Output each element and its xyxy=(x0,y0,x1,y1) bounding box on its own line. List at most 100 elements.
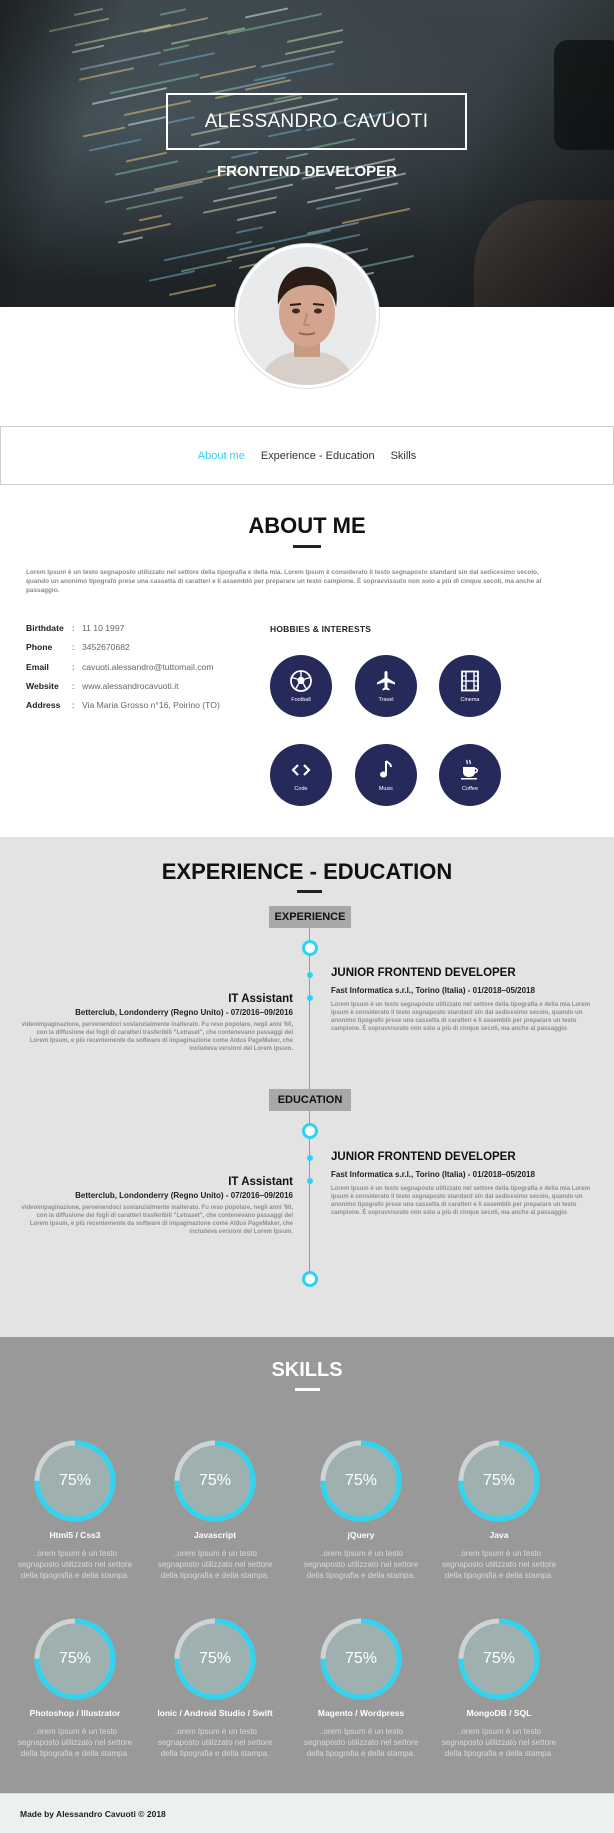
hobby-music: Music xyxy=(355,744,417,806)
education-label: EDUCATION xyxy=(269,1089,351,1111)
skill-name: Ionic / Android Studio / Swift xyxy=(157,1708,273,1718)
job-title: IT Assistant xyxy=(228,993,293,1005)
hobby-cinema: Cinema xyxy=(439,655,501,717)
profile-name: ALESSANDRO CAVUOTI xyxy=(204,110,429,132)
job-company: Betterclub, Londonderry (Regno Unito) - … xyxy=(75,1008,293,1017)
hobby-label: Travel xyxy=(378,697,394,703)
skills-title: SKILLS xyxy=(271,1359,343,1381)
job-company: Fast Informatica s.r.l., Torino (Italia)… xyxy=(331,1170,535,1179)
info-separator: : xyxy=(72,681,75,691)
skill-card: 75% MongoDB / SQL ..orem Ipsum è un testo … xyxy=(429,1617,569,1759)
nav-link-skills[interactable]: Skills xyxy=(390,449,417,462)
skill-name: MongoDB / SQL xyxy=(466,1708,532,1718)
skill-card: 75% Magento / Wordpress ..orem Ipsum è un … xyxy=(291,1617,431,1759)
skills-title-underline xyxy=(295,1388,320,1391)
skill-percent: 75% xyxy=(344,1650,378,1667)
info-value: Via Maria Grosso n°16, Poirino (TO) xyxy=(82,700,220,710)
profile-role: FRONTEND DEVELOPER xyxy=(216,163,397,180)
skill-description: ..orem Ipsum è un testo segnaposto utili… xyxy=(441,1727,557,1758)
hobby-code: Code xyxy=(270,744,332,806)
skill-progress-ring: 75% xyxy=(33,1439,117,1523)
skill-name: Html5 / Css3 xyxy=(49,1530,101,1540)
job-company: Betterclub, Londonderry (Regno Unito) - … xyxy=(75,1191,293,1200)
info-label: Birthdate xyxy=(26,623,64,633)
info-label: Address xyxy=(26,700,61,710)
skill-progress-ring: 75% xyxy=(33,1617,117,1701)
about-title-underline xyxy=(293,545,321,548)
info-value[interactable]: cavuoti.alessandro@tuttomail.com xyxy=(82,662,214,672)
timeline-marker xyxy=(302,1123,318,1139)
experience-label: EXPERIENCE xyxy=(269,906,351,928)
nav-link-about[interactable]: About me xyxy=(197,449,245,462)
skill-name: Java xyxy=(489,1530,509,1540)
hobby-label: Coffee xyxy=(461,786,479,792)
timeline-dot xyxy=(307,995,313,1001)
skill-description: ..orem Ipsum è un testo segnaposto utili… xyxy=(17,1549,133,1580)
avatar xyxy=(235,244,379,388)
nav-link-experience[interactable]: Experience - Education xyxy=(260,449,375,462)
skill-card: 75% jQuery ..orem Ipsum è un testo segnapo… xyxy=(291,1439,431,1581)
hero-banner: ALESSANDRO CAVUOTI FRONTEND DEVELOPER xyxy=(0,0,614,307)
info-value: 11 10 1997 xyxy=(82,623,125,633)
info-value: 3452670682 xyxy=(82,642,130,652)
info-row-website: Website : www.alessandrocavuoti.it xyxy=(26,681,266,700)
timeline-dot xyxy=(307,1178,313,1184)
skill-description: ..orem Ipsum è un testo segnaposto utili… xyxy=(303,1549,419,1580)
skill-description: ..orem Ipsum è un testo segnaposto utili… xyxy=(17,1727,133,1758)
skill-ring-graphic xyxy=(34,1440,116,1522)
skill-card: 75% Java ..orem Ipsum è un testo segnapost… xyxy=(429,1439,569,1581)
timeline-line xyxy=(309,913,310,1118)
about-text: Lorem Ipsum è un testo segnaposto utiliz… xyxy=(26,569,542,594)
skill-ring-graphic xyxy=(320,1618,402,1700)
info-separator: : xyxy=(72,700,75,710)
skill-ring-graphic xyxy=(174,1618,256,1700)
info-row-email: Email : cavuoti.alessandro@tuttomail.com xyxy=(26,662,266,681)
job-description: Lorem Ipsum è un testo segnaposto utiliz… xyxy=(331,1002,591,1032)
skill-percent: 75% xyxy=(482,1472,516,1489)
skill-progress-ring: 75% xyxy=(319,1617,403,1701)
timeline-end-marker xyxy=(302,1271,318,1287)
skill-percent: 75% xyxy=(344,1472,378,1489)
education-entry-right: JUNIOR FRONTEND DEVELOPER Fast Informati… xyxy=(331,1151,601,1217)
footer-credit: Made by Alessandro Cavuoti © 2018 xyxy=(20,1808,166,1819)
skill-percent: 75% xyxy=(198,1472,232,1489)
info-row-address: Address : Via Maria Grosso n°16, Poirino… xyxy=(26,700,266,719)
skill-description: ..orem Ipsum è un testo segnaposto utili… xyxy=(157,1549,273,1580)
skill-ring-graphic xyxy=(458,1618,540,1700)
airplane-icon xyxy=(377,671,395,691)
skill-description: ..orem Ipsum è un testo segnaposto utili… xyxy=(441,1549,557,1580)
experience-entry-right: JUNIOR FRONTEND DEVELOPER Fast Informati… xyxy=(331,967,601,1033)
info-label: Phone xyxy=(26,642,53,652)
job-title: JUNIOR FRONTEND DEVELOPER xyxy=(331,1151,516,1163)
footer: Made by Alessandro Cavuoti © 2018 xyxy=(0,1793,614,1833)
music-note-icon xyxy=(380,760,392,778)
skill-name: Magento / Wordpress xyxy=(317,1708,405,1718)
code-icon xyxy=(291,764,311,776)
info-value[interactable]: www.alessandrocavuoti.it xyxy=(82,681,179,691)
timeline-dot xyxy=(307,1155,313,1161)
skill-percent: 75% xyxy=(482,1650,516,1667)
job-company: Fast Informatica s.r.l., Torino (Italia)… xyxy=(331,986,535,995)
info-separator: : xyxy=(72,642,75,652)
job-title: JUNIOR FRONTEND DEVELOPER xyxy=(331,967,516,979)
film-icon xyxy=(461,670,479,692)
skills-section: SKILLS 75% Html5 / Css3 ..orem Ipsum è un … xyxy=(0,1337,614,1793)
football-icon xyxy=(290,670,312,692)
hobby-label: Football xyxy=(291,697,311,703)
skill-percent: 75% xyxy=(198,1650,232,1667)
skill-ring-graphic xyxy=(174,1440,256,1522)
coffee-cup-icon xyxy=(461,759,478,780)
job-description: videoimpaginazione, pervenendoci sostanz… xyxy=(21,1205,294,1235)
info-label: Email xyxy=(26,662,49,672)
hobby-coffee: Coffee xyxy=(439,744,501,806)
name-box: ALESSANDRO CAVUOTI xyxy=(166,93,467,150)
skill-name: Photoshop / Illustrator xyxy=(29,1708,121,1718)
job-description: Lorem Ipsum è un testo segnaposto utiliz… xyxy=(331,1186,591,1216)
skill-card: 75% Photoshop / Illustrator ..orem Ipsum è… xyxy=(5,1617,145,1759)
skill-percent: 75% xyxy=(58,1472,92,1489)
skill-description: ..orem Ipsum è un testo segnaposto utili… xyxy=(303,1727,419,1758)
skill-progress-ring: 75% xyxy=(173,1617,257,1701)
info-row-phone: Phone : 3452670682 xyxy=(26,642,266,661)
main-nav: About me Experience - Education Skills xyxy=(0,426,614,485)
info-separator: : xyxy=(72,623,75,633)
